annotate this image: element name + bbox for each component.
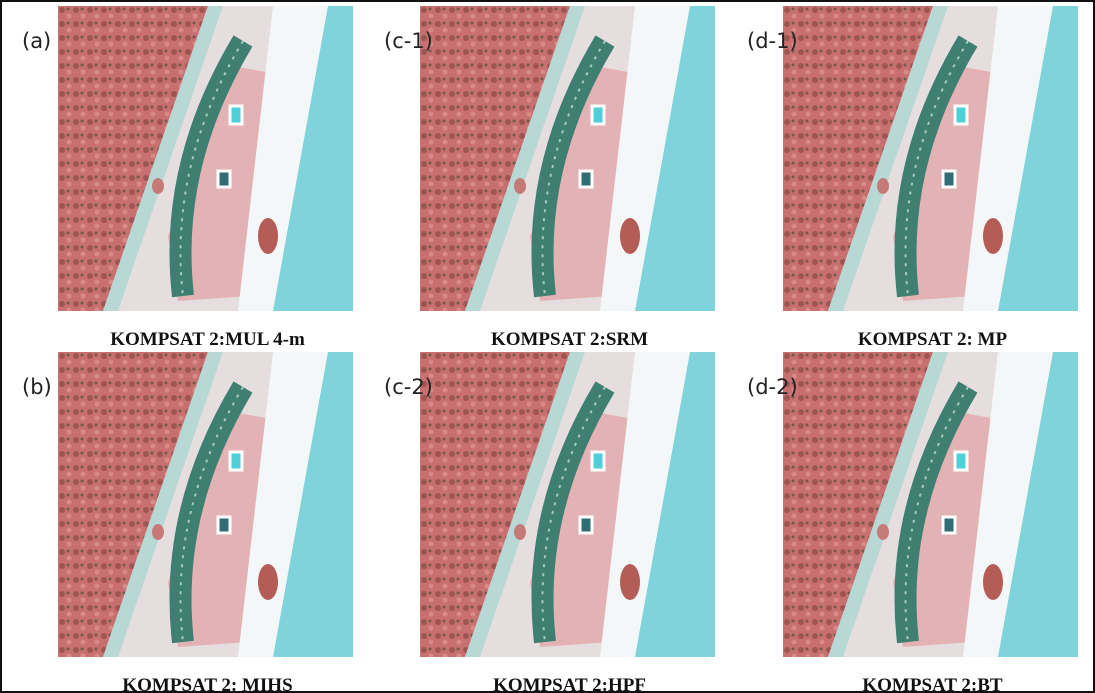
satellite-image <box>420 6 715 311</box>
satellite-image <box>783 6 1078 311</box>
panel-caption: KOMPSAT 2:MUL 4-m <box>110 329 305 350</box>
panel-tag: (c-2) <box>384 375 433 399</box>
figure: (a) KOMPSAT 2:MUL 4-m (c-1) KOMPSAT 2:SRM (d… <box>0 0 1095 693</box>
satellite-image <box>420 352 715 657</box>
panel-tag: (d-1) <box>747 29 798 53</box>
panel-tag: (a) <box>22 29 51 53</box>
panel-caption: KOMPSAT 2:BT <box>862 675 1003 693</box>
panel-caption: KOMPSAT 2:HPF <box>493 675 646 693</box>
panel-tag: (d-2) <box>747 375 798 399</box>
satellite-image <box>58 6 353 311</box>
panel-caption: KOMPSAT 2:SRM <box>491 329 648 350</box>
panel-caption: KOMPSAT 2: MIHS <box>122 675 292 693</box>
satellite-image <box>58 352 353 657</box>
panel-caption: KOMPSAT 2: MP <box>858 329 1008 350</box>
panel-tag: (b) <box>22 375 52 399</box>
panel-tag: (c-1) <box>384 29 433 53</box>
satellite-image <box>783 352 1078 657</box>
